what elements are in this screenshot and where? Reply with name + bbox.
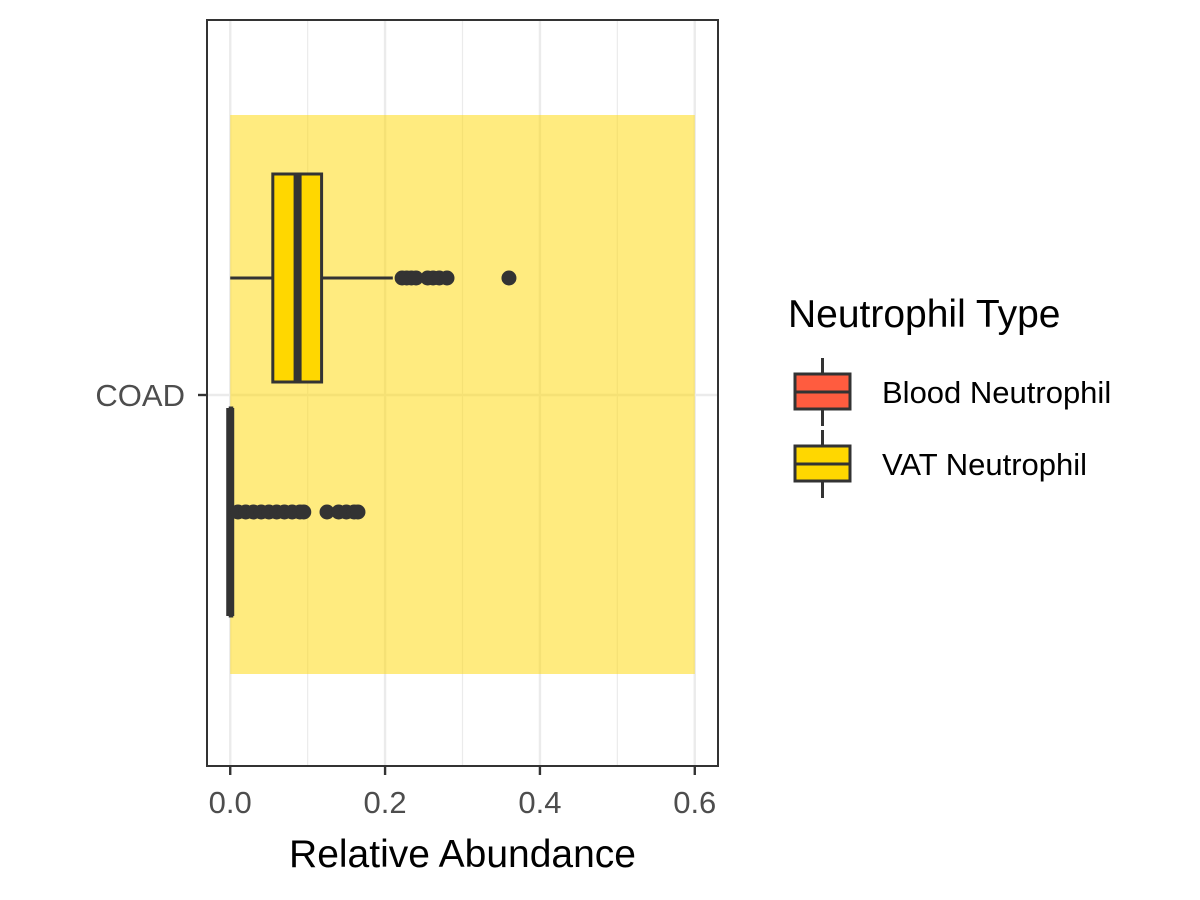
- x-tick-label: 0.2: [364, 785, 407, 820]
- outlier-point: [319, 504, 335, 520]
- x-tick-label: 0.0: [209, 785, 252, 820]
- legend-item-blood-neutrophil: Blood Neutrophil: [793, 358, 1111, 426]
- x-tick-label: 0.4: [518, 785, 561, 820]
- outlier-point: [408, 270, 424, 286]
- outlier-point: [501, 270, 517, 286]
- outlier-point: [350, 504, 366, 520]
- panel-border: [206, 19, 719, 767]
- x-axis-title: Relative Abundance: [289, 833, 636, 876]
- blood-neutrophil-boxplot: [226, 406, 366, 618]
- legend-label: Blood Neutrophil: [882, 375, 1111, 410]
- outlier-point: [296, 504, 312, 520]
- y-tick-label: COAD: [95, 378, 185, 413]
- x-tick-label: 0.6: [673, 785, 716, 820]
- legend: Neutrophil Type Blood Neutrophil VAT Neut…: [788, 293, 1111, 498]
- legend-label: VAT Neutrophil: [882, 447, 1087, 482]
- legend-title: Neutrophil Type: [788, 293, 1060, 336]
- legend-item-vat-neutrophil: VAT Neutrophil: [793, 430, 1087, 498]
- axis-layer: 0.0 0.2 0.4 0.6 COAD: [95, 378, 716, 820]
- outlier-point: [439, 270, 455, 286]
- box-layer: [226, 172, 517, 618]
- vat-neutrophil-boxplot: [230, 172, 517, 384]
